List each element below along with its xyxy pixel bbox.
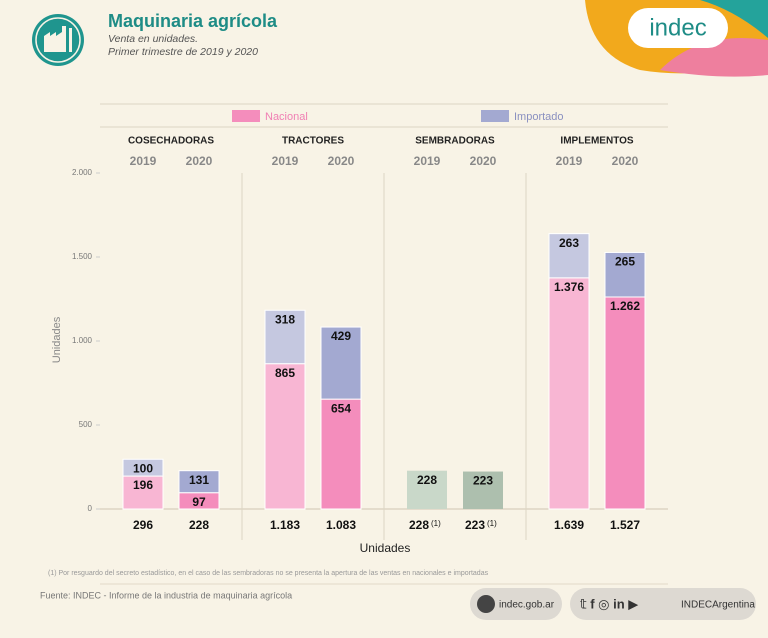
social-icons: 𝕥 f ◎ in ▶ (580, 596, 638, 611)
value-label: 654 (331, 401, 351, 415)
bar-segment (548, 233, 590, 279)
bar-segment (264, 309, 306, 365)
total-label: 228 (189, 518, 209, 532)
social-pill[interactable] (570, 588, 756, 620)
legend-label: Nacional (265, 111, 308, 123)
group-label: SEMBRADORAS (415, 136, 495, 147)
logo-pill (628, 8, 728, 48)
web-pill[interactable] (470, 588, 562, 620)
bar-segment (320, 326, 362, 400)
value-label: 865 (275, 366, 295, 380)
legend-label: Importado (514, 111, 564, 123)
footnote: (1) Por resguardo del secreto estadístic… (48, 570, 489, 577)
bar-segment (604, 296, 646, 510)
value-label: 1.376 (554, 280, 584, 294)
y-tick-label: 2.000 (72, 168, 93, 177)
value-label: 429 (331, 329, 351, 343)
value-label: 97 (192, 495, 206, 509)
value-label: 100 (133, 461, 153, 475)
y-tick-label: 0 (88, 504, 93, 513)
bar (407, 470, 447, 509)
web-link[interactable]: indec.gob.ar (499, 600, 555, 611)
value-label: 1.262 (610, 299, 640, 313)
value-label: 196 (133, 478, 153, 492)
value-label: 228 (417, 473, 437, 487)
total-label: 228 (409, 518, 429, 532)
bar-segment (122, 458, 164, 477)
bar-segment (548, 277, 590, 510)
x-tick-label: 2019 (272, 154, 299, 168)
subtitle: Venta en unidades. (108, 33, 198, 45)
icon-factory (44, 26, 72, 52)
bar-segment (320, 398, 362, 510)
total-label: 1.639 (554, 518, 584, 532)
x-tick-label: 2020 (470, 154, 497, 168)
x-tick-label: 2020 (328, 154, 355, 168)
chart-title: Maquinaria agrícola (108, 11, 278, 31)
subtitle: Primer trimestre de 2019 y 2020 (108, 46, 258, 58)
icon-ring (35, 17, 81, 63)
web-icon (477, 595, 495, 613)
footnote-mark: (1) (431, 519, 441, 528)
bar-segment (264, 363, 306, 510)
bar-segment (604, 251, 646, 298)
x-axis-label: Unidades (360, 541, 411, 555)
x-tick-label: 2019 (556, 154, 583, 168)
legend-swatch (232, 110, 260, 122)
bar-segment (122, 475, 164, 510)
total-label: 296 (133, 518, 153, 532)
y-axis-label: Unidades (51, 316, 63, 363)
x-tick-label: 2020 (186, 154, 213, 168)
bar (463, 471, 503, 509)
source: Fuente: INDEC - Informe de la industria … (40, 590, 292, 600)
legend-swatch (481, 110, 509, 122)
total-label: 223 (465, 518, 485, 532)
social-handle[interactable]: INDECArgentina (681, 600, 755, 611)
x-tick-label: 2019 (414, 154, 441, 168)
bar-segment (178, 470, 220, 494)
value-label: 265 (615, 255, 635, 269)
group-label: IMPLEMENTOS (560, 136, 633, 147)
y-tick-label: 500 (79, 420, 93, 429)
footnote-mark: (1) (487, 519, 497, 528)
value-label: 318 (275, 312, 295, 326)
logo: indec (649, 14, 706, 41)
group-label: COSECHADORAS (128, 136, 214, 147)
y-tick-label: 1.500 (72, 252, 93, 261)
header-shape-teal (700, 0, 768, 38)
total-label: 1.183 (270, 518, 300, 532)
total-label: 1.527 (610, 518, 640, 532)
x-tick-label: 2020 (612, 154, 639, 168)
value-label: 263 (559, 236, 579, 250)
value-label: 223 (473, 474, 493, 488)
y-tick-label: 1.000 (72, 336, 93, 345)
group-label: TRACTORES (282, 136, 344, 147)
header-shape-pink (660, 38, 768, 77)
value-label: 131 (189, 473, 209, 487)
total-label: 1.083 (326, 518, 356, 532)
x-tick-label: 2019 (130, 154, 157, 168)
